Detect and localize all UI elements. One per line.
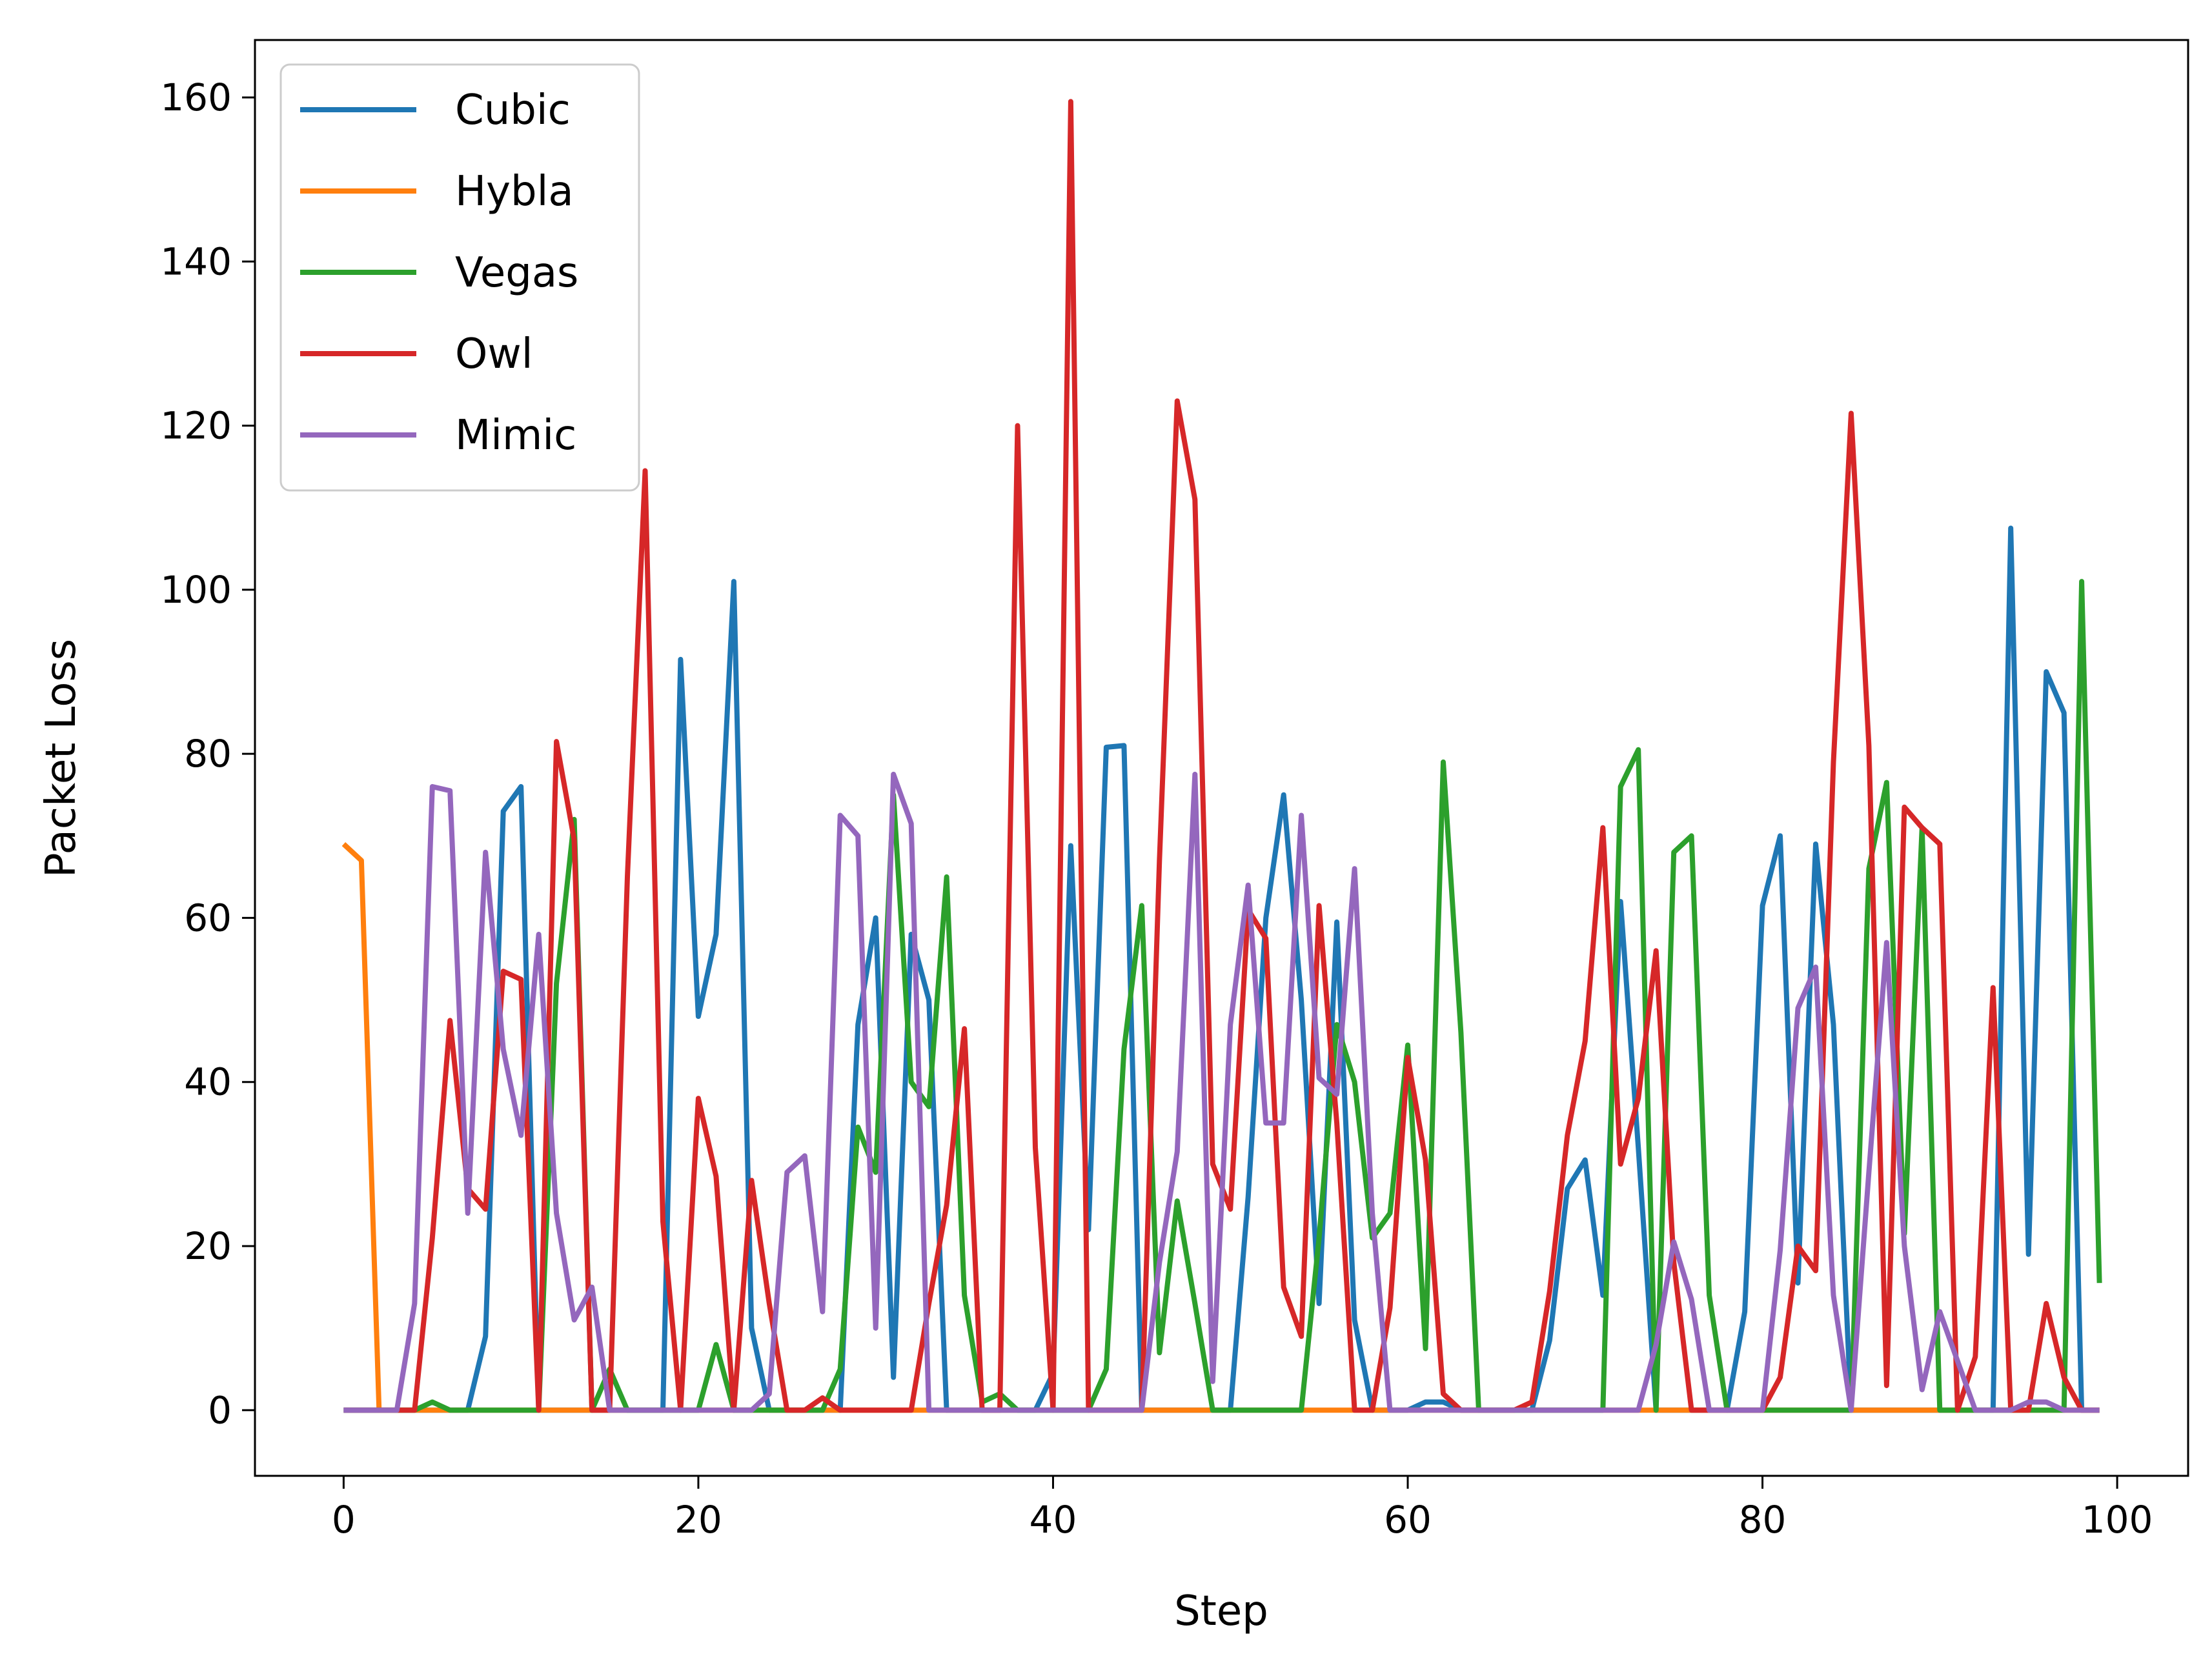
plot-frame <box>254 39 2189 1477</box>
y-tick-label: 120 <box>160 404 232 448</box>
y-tick-label: 40 <box>184 1060 232 1104</box>
y-tick-label: 60 <box>184 896 232 940</box>
x-tick-label: 80 <box>1739 1498 1787 1542</box>
x-tick-label: 40 <box>1030 1498 1077 1542</box>
legend-label-owl: Owl <box>455 330 533 378</box>
x-tick-label: 100 <box>2082 1498 2153 1542</box>
series-line-mimic <box>343 771 2100 1413</box>
y-tick-label: 80 <box>184 732 232 776</box>
series-lines <box>341 99 2102 1413</box>
x-tick-label: 60 <box>1384 1498 1432 1542</box>
legend-label-mimic: Mimic <box>455 412 576 459</box>
legend-label-vegas: Vegas <box>455 249 578 297</box>
x-tick-label: 0 <box>332 1498 356 1542</box>
legend-label-hybla: Hybla <box>455 168 574 216</box>
axis-ticks: 0 20 40 60 80 100 0 20 40 60 80 100 120 140 160 <box>160 76 2153 1542</box>
x-axis-label: Step <box>1174 1587 1268 1635</box>
legend-box <box>279 63 640 492</box>
y-tick-label: 100 <box>160 568 232 612</box>
y-axis-label: Packet Loss <box>37 639 85 878</box>
x-tick-label: 20 <box>675 1498 722 1542</box>
legend-label-cubic: Cubic <box>455 86 571 134</box>
y-tick-label: 160 <box>160 76 232 119</box>
y-tick-label: 140 <box>160 239 232 283</box>
legend: Cubic Hybla Vegas Owl Mimic <box>279 63 640 492</box>
y-tick-label: 0 <box>208 1388 232 1432</box>
y-tick-label: 20 <box>184 1224 232 1268</box>
